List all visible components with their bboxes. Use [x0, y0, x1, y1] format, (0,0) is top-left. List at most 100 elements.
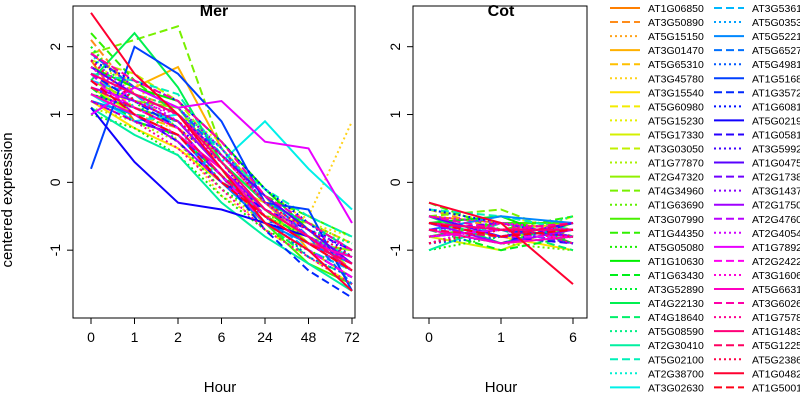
plot-frame-mer	[72, 5, 356, 319]
legend-label: AT3G01470	[648, 45, 704, 57]
legend-label: AT5G02100	[648, 354, 704, 366]
series-line-cot-AT1G5001	[428, 222, 574, 238]
y-axis-cot: -1 0 1 2	[387, 43, 413, 256]
legend-item: AT4G22130	[610, 298, 704, 310]
series-line-mer-AT1G7578	[90, 100, 353, 285]
legend-label: AT3G50890	[648, 17, 704, 29]
legend-label: AT1G5168	[752, 73, 800, 85]
y-tick-label-mer: 1	[47, 110, 63, 118]
legend-item: AT2G1738	[714, 172, 800, 184]
x-tick-label-mer: 24	[257, 329, 273, 345]
series-line-mer-AT1G5168	[90, 45, 353, 292]
panel-cot: Cot -1 0 1 2 0 1 6 Hour	[387, 3, 588, 396]
legend-label: AT2G1738	[752, 172, 800, 184]
series-lines-mer	[90, 12, 353, 299]
series-line-mer-AT1G1483	[90, 72, 353, 272]
legend-label: AT2G30410	[648, 340, 704, 352]
series-lines-cot	[428, 201, 574, 285]
legend-item: AT1G6081	[714, 101, 800, 113]
legend-label: AT3G07990	[648, 214, 704, 226]
legend-label: AT1G0475	[752, 158, 800, 170]
legend-item: AT3G52890	[610, 284, 704, 296]
legend-label: AT3G15540	[648, 87, 704, 99]
series-line-mer-AT3G6026	[90, 52, 353, 252]
legend-item: AT1G77870	[610, 158, 704, 170]
legend-item: AT3G45780	[610, 73, 704, 85]
legend-label: AT1G10630	[648, 256, 704, 268]
legend-item: AT5G02100	[610, 354, 704, 366]
legend-label: AT1G63430	[648, 270, 704, 282]
legend-item: AT5G6527	[714, 45, 800, 57]
legend-item: AT3G50890	[610, 17, 704, 29]
legend-item: AT5G0219	[714, 115, 800, 127]
legend-label: AT4G22130	[648, 298, 704, 310]
x-tick-label-mer: 1	[131, 329, 139, 345]
legend-item: AT3G1437	[714, 186, 800, 198]
legend-label: AT1G0482	[752, 368, 800, 380]
x-tick-label-mer: 0	[87, 329, 95, 345]
legend-label: AT4G34960	[648, 186, 704, 198]
legend-item: AT5G08590	[610, 326, 704, 338]
legend-item: AT5G4981	[714, 59, 800, 71]
legend-item: AT2G1750	[714, 200, 800, 212]
legend-label: AT1G1483	[752, 326, 800, 338]
legend-label: AT2G2422	[752, 256, 800, 268]
legend-item: AT1G63690	[610, 200, 704, 212]
x-axis-cot: 0 1 6	[425, 318, 577, 345]
legend: AT1G06850 AT3G50890 AT5G15150 AT3G01470 AT5G…	[610, 3, 800, 394]
x-tick-label-cot: 1	[497, 329, 505, 345]
legend-item: AT2G30410	[610, 340, 704, 352]
series-line-cot-AT1G63690	[428, 228, 574, 252]
y-tick-label-mer: 2	[47, 43, 63, 51]
legend-label: AT5G6527	[752, 45, 800, 57]
x-tick-label-mer: 48	[301, 329, 317, 345]
legend-item: AT3G15540	[610, 87, 704, 99]
series-line-mer-AT1G5001	[90, 79, 353, 272]
legend-label: AT5G08590	[648, 326, 704, 338]
legend-item: AT3G5361	[714, 3, 800, 15]
legend-item: AT5G05080	[610, 242, 704, 254]
legend-label: AT5G60980	[648, 101, 704, 113]
legend-item: AT1G06850	[610, 3, 704, 15]
legend-item: AT5G2386	[714, 354, 800, 366]
legend-item: AT2G47320	[610, 172, 704, 184]
legend-item: AT3G01470	[610, 45, 704, 57]
legend-label: AT5G1225	[752, 340, 800, 352]
legend-item: AT1G0581	[714, 129, 800, 141]
plot-frame-cot	[412, 5, 588, 319]
series-line-mer-AT1G0482	[90, 12, 353, 292]
legend-label: AT5G2386	[752, 354, 800, 366]
legend-label: AT1G3572	[752, 87, 800, 99]
series-line-mer-AT5G02100	[90, 72, 353, 238]
legend-label: AT1G7892	[752, 242, 800, 254]
x-tick-label-mer: 2	[174, 329, 182, 345]
legend-label: AT4G18640	[648, 312, 704, 324]
legend-item: AT1G3572	[714, 87, 800, 99]
legend-label: AT2G47320	[648, 172, 704, 184]
legend-item: AT4G18640	[610, 312, 704, 324]
legend-label: AT5G5221	[752, 31, 800, 43]
panel-title-cot: Cot	[488, 3, 515, 20]
legend-label: AT5G17330	[648, 129, 704, 141]
legend-label: AT5G4981	[752, 59, 800, 71]
series-line-cot-AT5G2386	[428, 228, 574, 245]
y-tick-label-cot: 2	[387, 43, 403, 51]
legend-label: AT5G15150	[648, 31, 704, 43]
legend-item: AT5G5221	[714, 31, 800, 43]
legend-item: AT2G38700	[610, 368, 704, 380]
series-line-mer-AT5G4981	[90, 86, 353, 279]
legend-label: AT1G44350	[648, 228, 704, 240]
legend-item: AT1G44350	[610, 228, 704, 240]
legend-label: AT1G0581	[752, 129, 800, 141]
legend-item: AT1G7578	[714, 312, 800, 324]
legend-label: AT3G1606	[752, 270, 800, 282]
legend-item: AT1G63430	[610, 270, 704, 282]
y-tick-label-mer: 0	[47, 178, 63, 186]
legend-label: AT1G63690	[648, 200, 704, 212]
legend-item: AT2G2422	[714, 256, 800, 268]
y-tick-label-mer: -1	[47, 244, 63, 257]
legend-label: AT5G0219	[752, 115, 800, 127]
legend-label: AT3G03050	[648, 144, 704, 156]
legend-item: AT3G5992	[714, 144, 800, 156]
